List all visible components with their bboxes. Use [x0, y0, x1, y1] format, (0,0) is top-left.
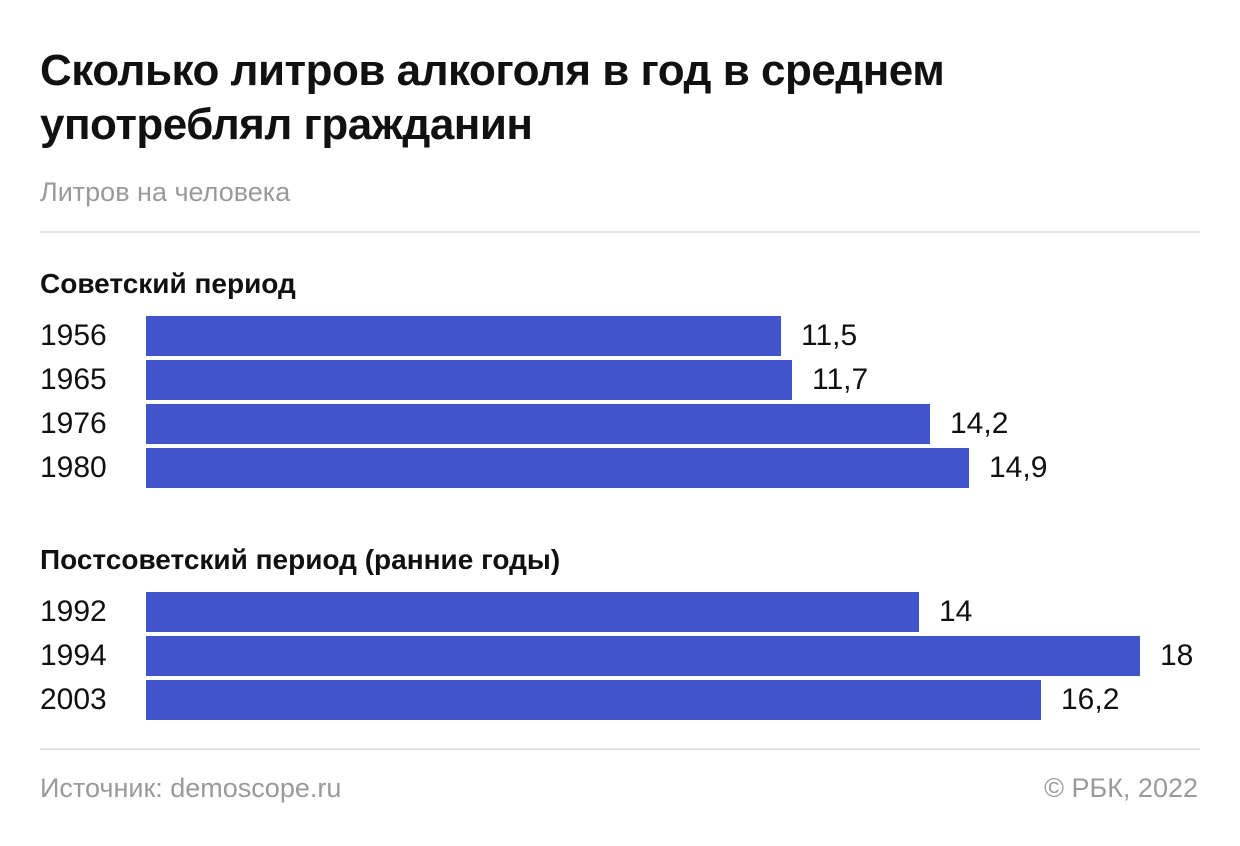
chart-title: Сколько литров алкоголя в год в среднем … [40, 46, 945, 149]
bar [146, 316, 781, 356]
bottom-divider [40, 748, 1200, 750]
section-label: Постсоветский период (ранние годы) [40, 544, 561, 575]
bar [146, 592, 919, 632]
value-label: 14 [939, 595, 973, 628]
year-label: 2003 [40, 683, 107, 716]
source-note: Источник: demoscope.ru [40, 773, 342, 803]
value-label: 14,2 [950, 407, 1009, 440]
year-label: 1976 [40, 407, 107, 440]
bar [146, 448, 969, 488]
value-label: 16,2 [1061, 683, 1120, 716]
value-label: 14,9 [989, 451, 1048, 484]
top-divider [40, 231, 1200, 233]
value-label: 11,5 [801, 319, 858, 352]
year-label: 1992 [40, 595, 107, 628]
bar [146, 404, 930, 444]
year-label: 1994 [40, 639, 107, 672]
bar [146, 636, 1140, 676]
section-label: Советский период [40, 268, 296, 299]
copyright-note: © РБК, 2022 [1044, 773, 1198, 803]
value-label: 18 [1160, 639, 1194, 672]
year-label: 1965 [40, 363, 107, 396]
value-label: 11,7 [812, 363, 869, 396]
chart-subtitle: Литров на человека [40, 177, 291, 207]
bar [146, 680, 1041, 720]
bar [146, 360, 792, 400]
year-label: 1956 [40, 319, 107, 352]
year-label: 1980 [40, 451, 107, 484]
